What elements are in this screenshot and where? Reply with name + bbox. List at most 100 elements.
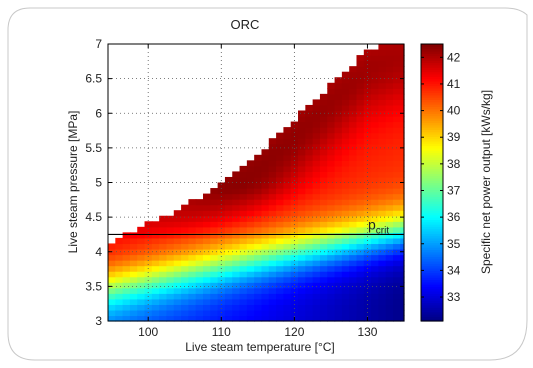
- heatmap-cell: [385, 271, 394, 278]
- heatmap-cell: [261, 182, 270, 189]
- heatmap-cell: [327, 132, 336, 139]
- heatmap-cell: [261, 265, 270, 272]
- heatmap-cell: [356, 315, 365, 322]
- heatmap-cell: [108, 276, 116, 283]
- heatmap-cell: [122, 282, 131, 289]
- heatmap-cell: [305, 215, 314, 222]
- heatmap-cell: [341, 82, 350, 89]
- heatmap-cell: [224, 265, 233, 272]
- colorbar-segment: [421, 297, 443, 301]
- heatmap-cell: [276, 309, 285, 317]
- heatmap-cell: [341, 154, 350, 161]
- heatmap-cell: [203, 221, 211, 228]
- heatmap-cell: [210, 204, 219, 211]
- heatmap-cell: [378, 287, 387, 294]
- heatmap-cell: [327, 121, 336, 128]
- heatmap-cell: [363, 66, 372, 73]
- heatmap-cell: [356, 226, 365, 233]
- heatmap-cell: [400, 77, 405, 84]
- heatmap-cell: [224, 237, 233, 245]
- colorbar-segment: [421, 177, 443, 181]
- heatmap-cell: [224, 243, 233, 250]
- heatmap-cell: [283, 199, 292, 206]
- heatmap-cell: [378, 315, 387, 322]
- heatmap-cell: [400, 243, 405, 250]
- heatmap-cell: [137, 265, 146, 272]
- colorbar-segment: [421, 284, 443, 287]
- heatmap-cell: [349, 171, 358, 178]
- heatmap-cell: [319, 260, 328, 267]
- heatmap-cell: [312, 282, 321, 289]
- heatmap-cell: [159, 298, 168, 305]
- colorbar-segment: [421, 189, 443, 193]
- heatmap-cell: [356, 237, 365, 245]
- heatmap-cell: [166, 248, 175, 256]
- heatmap-cell: [312, 143, 321, 150]
- heatmap-cell: [137, 248, 146, 256]
- colorbar-segment: [421, 140, 443, 144]
- heatmap-cell: [283, 248, 292, 256]
- heatmap-cell: [305, 221, 314, 228]
- heatmap-cell: [246, 176, 255, 184]
- heatmap-cell: [341, 293, 350, 300]
- heatmap-cell: [334, 248, 343, 256]
- heatmap-cell: [393, 176, 401, 184]
- heatmap-cell: [181, 226, 189, 233]
- heatmap-cell: [115, 248, 124, 256]
- heatmap-cell: [298, 260, 306, 267]
- heatmap-cell: [298, 138, 306, 145]
- heatmap-cell: [203, 204, 211, 211]
- heatmap-cell: [254, 160, 263, 167]
- heatmap-cell: [144, 243, 153, 250]
- colorbar-tick-label: 34: [447, 263, 461, 277]
- heatmap-cell: [232, 265, 241, 272]
- heatmap-cell: [385, 287, 394, 294]
- heatmap-cell: [363, 243, 372, 250]
- heatmap-cell: [173, 221, 182, 228]
- heatmap-cell: [400, 232, 405, 239]
- heatmap-cell: [195, 248, 204, 256]
- colorbar-segment: [421, 242, 443, 246]
- heatmap-cell: [203, 265, 211, 272]
- heatmap-cell: [246, 254, 255, 261]
- heatmap-cell: [246, 276, 255, 283]
- heatmap-cell: [254, 298, 263, 305]
- heatmap-cell: [319, 165, 328, 173]
- heatmap-cell: [334, 304, 343, 311]
- heatmap-cell: [224, 176, 233, 184]
- heatmap-cell: [276, 132, 285, 139]
- heatmap-cell: [385, 176, 394, 184]
- colorbar-segment: [421, 221, 443, 225]
- heatmap-cell: [334, 226, 343, 233]
- heatmap-cell: [268, 171, 277, 178]
- heatmap-cell: [385, 210, 394, 217]
- heatmap-cell: [246, 260, 255, 267]
- heatmap-cell: [217, 210, 226, 217]
- heatmap-cell: [151, 248, 160, 256]
- heatmap-cell: [378, 127, 387, 134]
- heatmap-cell: [378, 293, 387, 300]
- heatmap-cell: [188, 232, 197, 239]
- heatmap-cell: [122, 304, 131, 311]
- heatmap-cell: [349, 138, 358, 145]
- heatmap-cell: [159, 276, 168, 283]
- heatmap-cell: [371, 276, 380, 283]
- heatmap-cell: [349, 104, 358, 112]
- heatmap-cell: [378, 132, 387, 139]
- heatmap-cell: [283, 260, 292, 267]
- heatmap-cell: [400, 66, 405, 73]
- colorbar-segment: [421, 74, 443, 77]
- heatmap-cell: [217, 304, 226, 311]
- heatmap-cell: [254, 154, 263, 161]
- heatmap-cell: [400, 99, 405, 106]
- heatmap-cell: [327, 210, 336, 217]
- heatmap-cell: [341, 309, 350, 317]
- heatmap-cell: [341, 204, 350, 211]
- y-ticks: 3 3.5 4 4.5 5 5.5 6 6.5 7: [85, 37, 404, 328]
- heatmap-cell: [349, 149, 358, 156]
- heatmap-cell: [283, 293, 292, 300]
- heatmap-cell: [378, 260, 387, 267]
- heatmap-cell: [393, 132, 401, 139]
- heatmap-cell: [378, 99, 387, 106]
- heatmap-cell: [298, 215, 306, 222]
